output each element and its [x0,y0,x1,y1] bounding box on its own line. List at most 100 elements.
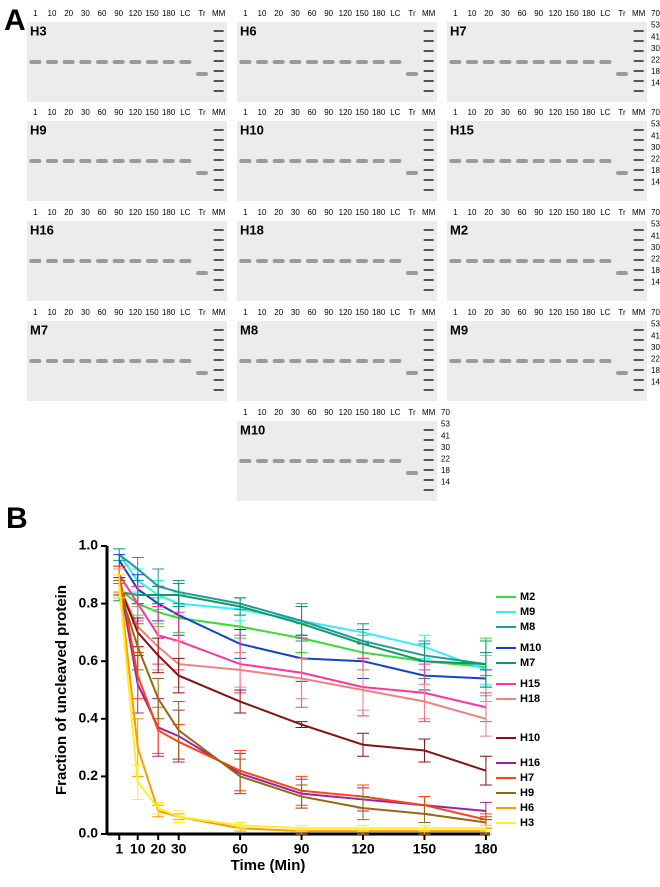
gel-band [616,271,628,275]
gel-band [516,359,528,363]
ladder-band [423,439,434,441]
gel-band [566,259,578,263]
lane-label: 20 [274,308,283,317]
ladder-label: 53 [651,120,660,129]
lane-label: Tr [618,308,626,317]
ladder-band [423,389,434,391]
lane-label: 120 [549,9,563,18]
gel-band [162,359,175,363]
gel-band [372,259,385,263]
gel-band [146,259,158,263]
gel-band [616,171,628,175]
lane-label: 180 [372,408,386,417]
ladder-label: 18 [651,166,660,175]
lane-label: 90 [534,9,543,18]
lane-label: 120 [339,208,353,217]
lane-label: 150 [565,9,579,18]
gel-band [406,72,418,76]
lane-label: 60 [98,308,107,317]
gel-band [179,60,192,64]
lane-label: LC [390,9,400,18]
lane-label: 30 [501,208,510,217]
lane-label: 120 [129,208,143,217]
ladder-band [423,30,434,32]
gel-band [449,359,462,363]
ladder-label: 70 [651,208,660,217]
lane-label: 150 [565,108,579,117]
gel-name: M2 [450,222,468,237]
lane-label: 90 [534,108,543,117]
gel-name: M7 [30,322,48,337]
ladder-label: 14 [651,378,660,387]
gel-band [356,60,368,64]
gel-band [339,60,352,64]
series-line [118,585,487,772]
lane-label: LC [600,108,610,117]
gel-image [447,22,647,102]
gel-band [29,359,42,363]
gel-band [179,359,192,363]
ladder-band [423,129,434,131]
ladder-label: 22 [441,455,450,464]
x-tick-label: 60 [232,841,248,857]
lane-label: 60 [308,208,317,217]
panel-label: B [6,502,28,535]
gel-band [306,60,318,64]
gel-band [389,359,402,363]
ladder-band [423,429,434,431]
legend-label: H3 [520,817,534,829]
lane-label: 180 [162,108,176,117]
lane-label: 20 [484,308,493,317]
lane-label: 90 [114,108,123,117]
lane-label: 20 [64,108,73,117]
gel-band [322,159,335,163]
gel-band [289,259,302,263]
lane-label: 1 [243,408,248,417]
lane-label: 10 [468,9,477,18]
lane-label: 180 [582,9,596,18]
lane-label: 1 [243,9,248,18]
gel-band [582,60,595,64]
x-tick-label: 120 [351,841,375,857]
error-bar [479,640,492,688]
gel-image [237,321,437,401]
gel-image [237,221,437,301]
gel-band [482,60,495,64]
lane-label: 150 [565,308,579,317]
gel-band [566,159,578,163]
ladder-band [213,30,224,32]
gel-band [499,259,512,263]
gel-image [447,321,647,401]
lane-label: 120 [549,208,563,217]
ladder-label: 30 [651,44,660,53]
lane-label: 60 [308,408,317,417]
lane-label: 1 [453,208,458,217]
ladder-band [213,60,224,62]
lane-label: 20 [64,208,73,217]
gel-band [406,471,418,475]
lane-label: 150 [355,208,369,217]
lane-label: 150 [355,108,369,117]
ladder-band [423,169,434,171]
gel-name: H9 [30,122,47,137]
gel-name: H18 [240,222,264,237]
gel-band [532,159,545,163]
gel-band [356,359,368,363]
gel-band [582,159,595,163]
lane-label: 90 [114,308,123,317]
gel-band [129,159,142,163]
ladder-label: 53 [441,420,450,429]
gel-band [272,459,285,463]
gel-band [179,159,192,163]
ladder-band [423,459,434,461]
ladder-label: 30 [651,343,660,352]
gel-band [549,259,562,263]
lane-label: 90 [534,208,543,217]
lane-label: 30 [501,9,510,18]
ladder-label: 41 [651,231,660,240]
gel-band [179,259,192,263]
gel-band [599,60,612,64]
ladder-label: 22 [651,56,660,65]
ladder-band [633,159,644,161]
